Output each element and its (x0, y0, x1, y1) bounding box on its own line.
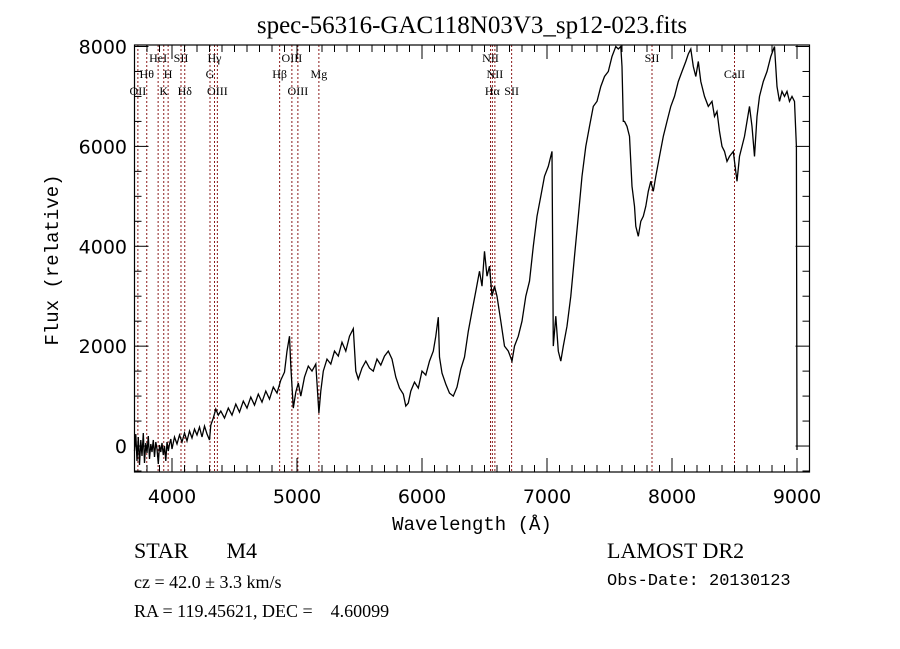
classification: STAR M4 (134, 538, 257, 564)
line-marker-label: SII (645, 51, 660, 65)
line-marker-label: OIII (282, 51, 303, 65)
line-markers (137, 45, 735, 472)
x-tick-label: 5000 (273, 486, 321, 508)
class-label: STAR (134, 538, 189, 563)
y-axis-ticks: 0 2000 4000 6000 8000 (79, 36, 810, 472)
line-marker-label: Hα (485, 84, 501, 98)
line-marker-label: SII (174, 51, 189, 65)
x-axis-ticks: 4000 5000 6000 7000 8000 9000 (134, 45, 821, 508)
line-marker-label: OIII (288, 84, 309, 98)
line-marker-label: HeI (149, 51, 167, 65)
survey-label: LAMOST DR2 (607, 538, 745, 563)
x-tick-label: 6000 (398, 486, 446, 508)
y-tick-label: 8000 (79, 36, 127, 58)
obs-date-text: Obs-Date: 20130123 (607, 572, 791, 591)
y-tick-label: 4000 (79, 236, 127, 258)
line-marker-label: Hβ (272, 67, 287, 81)
x-tick-label: 9000 (773, 486, 821, 508)
line-marker-label: OII (130, 84, 147, 98)
x-tick-label: 7000 (523, 486, 571, 508)
chart-title: spec-56316-GAC118N03V3_sp12-023.fits (257, 12, 687, 39)
coordinates-text: RA = 119.45621, DEC = 4.60099 (134, 601, 390, 621)
line-marker-label: Hγ (208, 51, 223, 65)
line-marker-label: CaII (724, 67, 745, 81)
line-marker-label: NII (482, 51, 499, 65)
line-marker-label: Hθ (140, 67, 155, 81)
line-marker-label: OIII (207, 84, 228, 98)
line-marker-label: G (206, 67, 215, 81)
plot-frame (133, 44, 811, 473)
line-marker-labels: OIIHθHeIKHSIIHδGHγOIIIHβOIIIOIIIMgNIIHαN… (130, 51, 746, 98)
x-axis-label: Wavelength (Å) (392, 514, 552, 536)
line-marker-label: K (159, 84, 168, 98)
redshift-text: cz = 42.0 ± 3.3 km/s (134, 572, 282, 592)
x-tick-label: 4000 (148, 486, 196, 508)
x-tick-label: 8000 (648, 486, 696, 508)
subclass-label: M4 (226, 538, 258, 563)
line-marker-label: H (164, 67, 173, 81)
line-marker-label: SII (504, 84, 519, 98)
line-marker-label: Mg (311, 67, 328, 81)
line-marker-label: NII (487, 67, 504, 81)
line-marker-label: Hδ (178, 84, 193, 98)
y-tick-label: 6000 (79, 136, 127, 158)
y-axis-label: Flux (relative) (42, 174, 64, 345)
y-tick-label: 2000 (79, 336, 127, 358)
spectrum-line (133, 45, 798, 466)
y-tick-label: 0 (115, 436, 127, 458)
